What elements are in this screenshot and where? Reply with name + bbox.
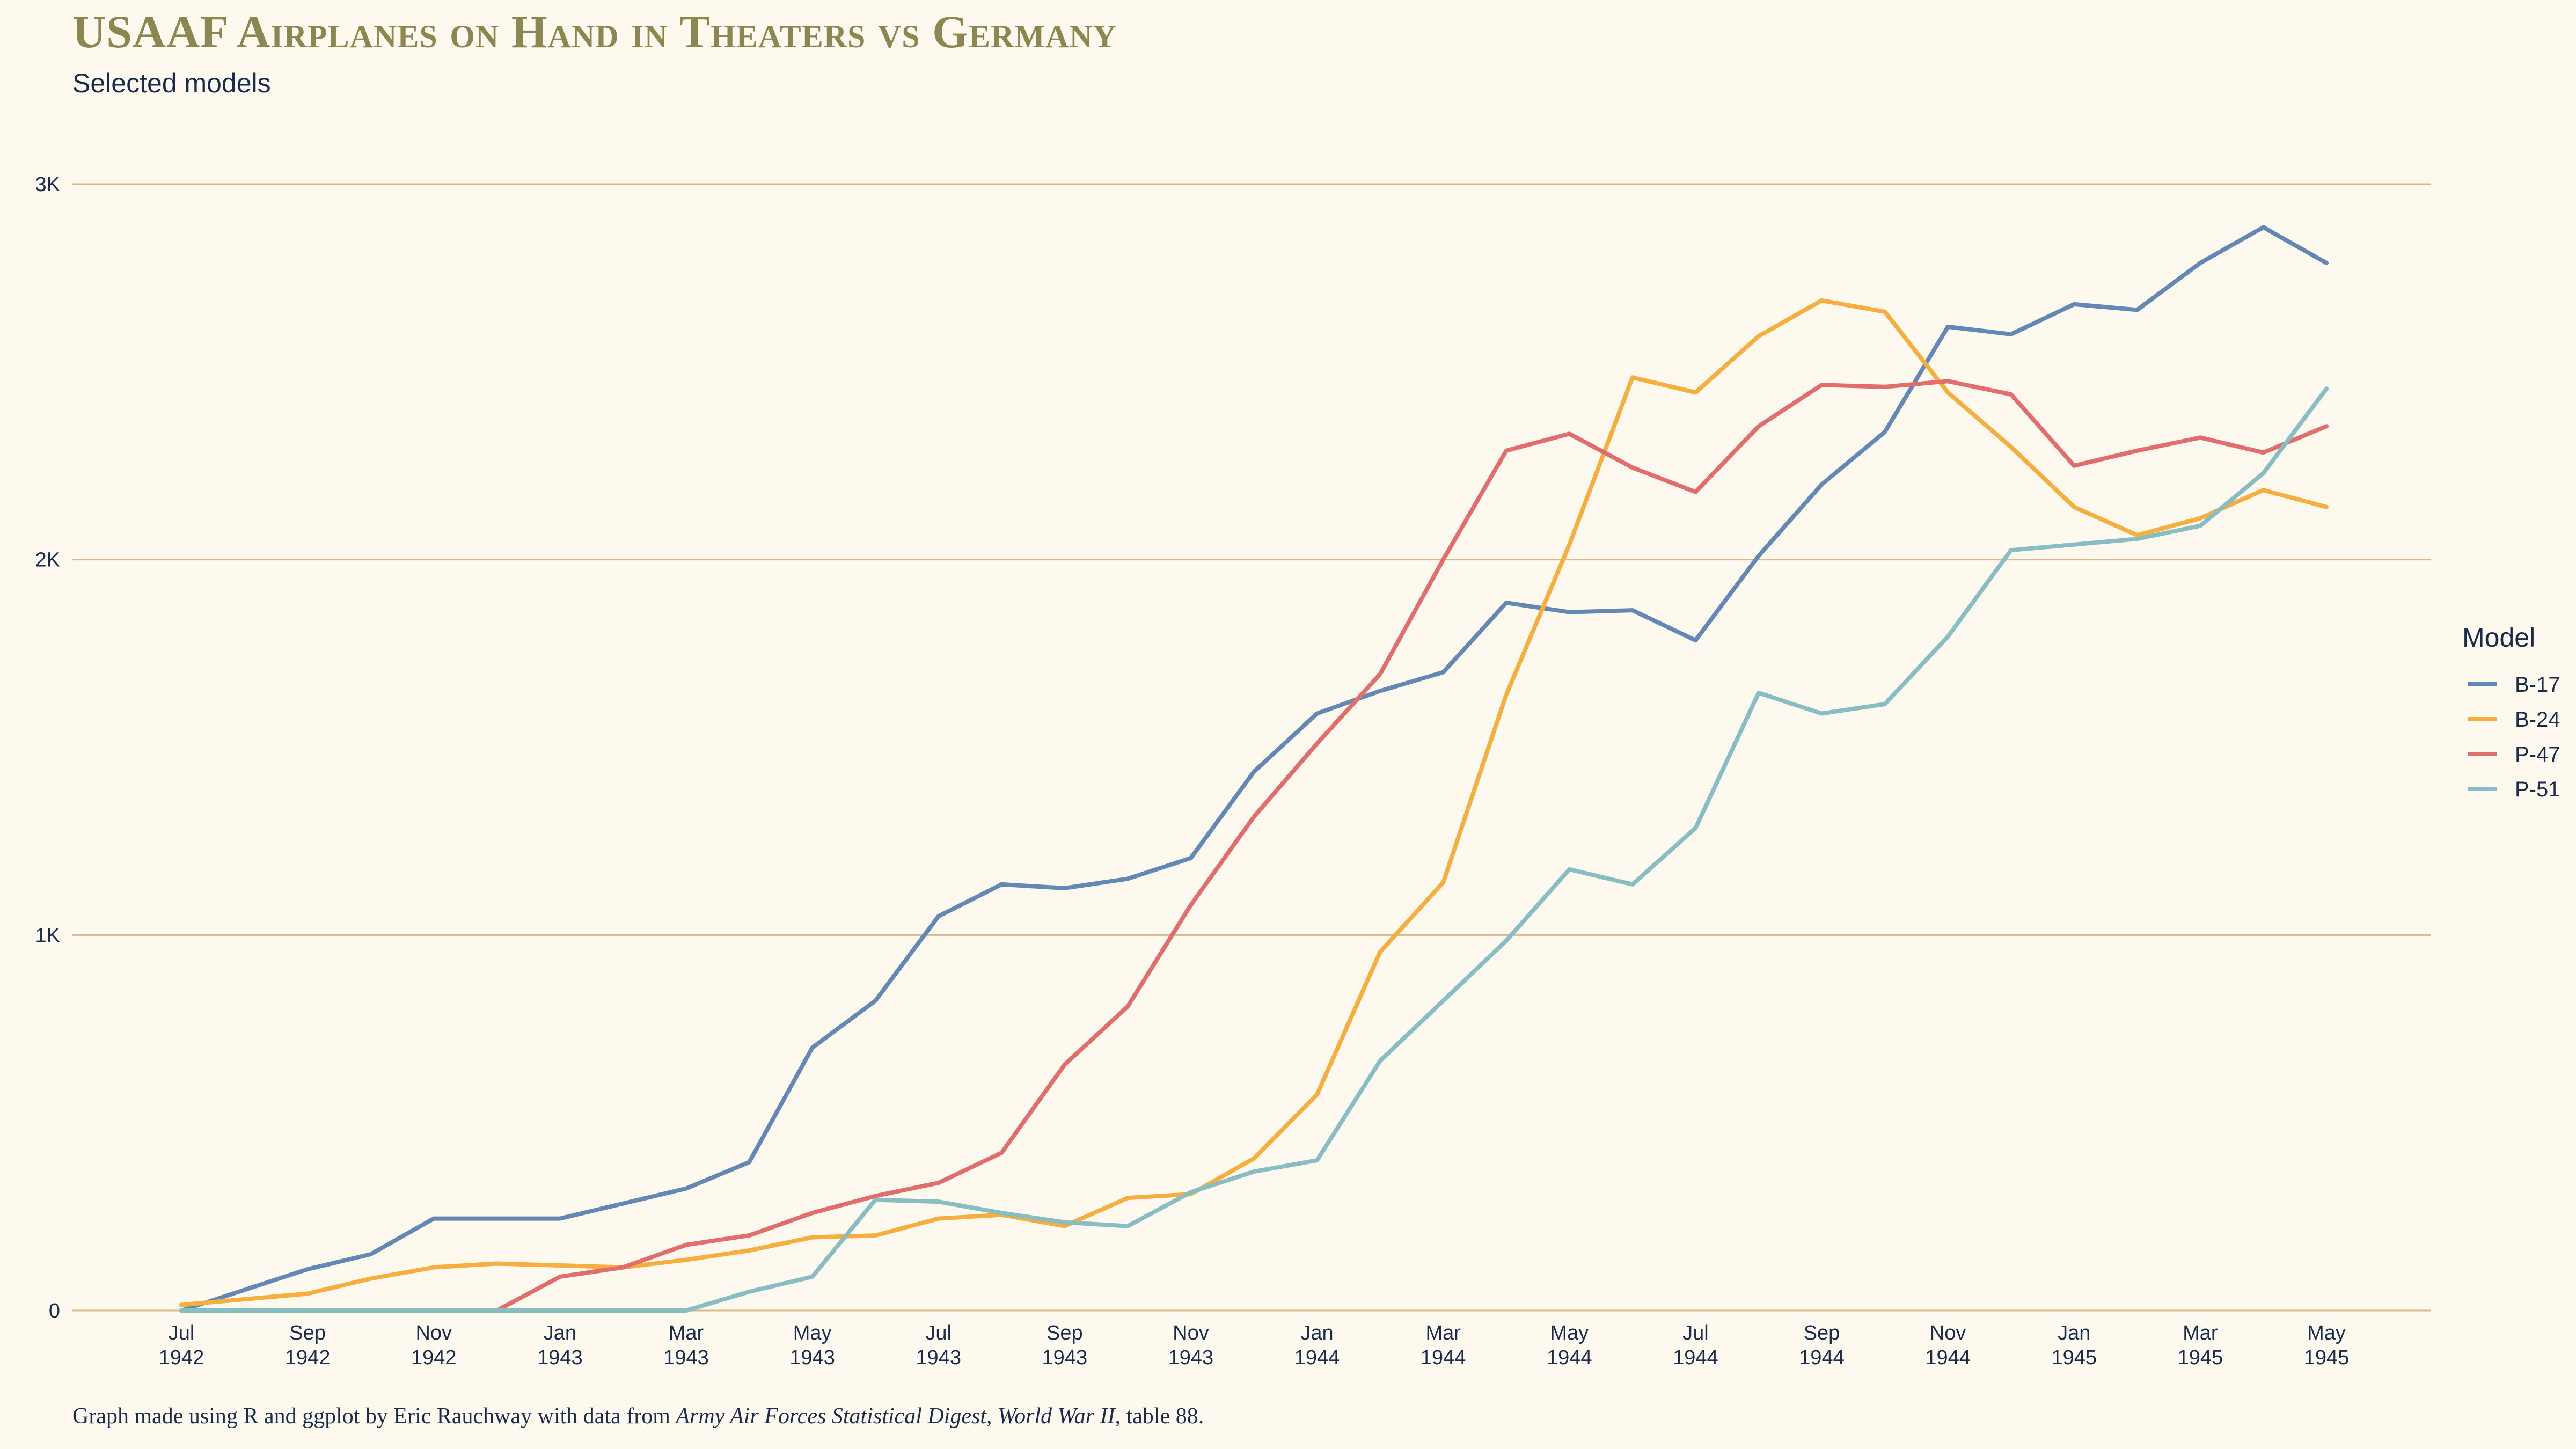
y-tick-label: 3K [35,173,60,196]
y-tick-label: 1K [35,924,60,947]
x-tick-label: Jan 1944 [1294,1322,1340,1369]
y-tick-label: 2K [35,549,60,572]
x-tick-label: Jul 1943 [916,1322,961,1369]
x-tick-label: Jan 1943 [537,1322,583,1369]
legend-label-b-17: B-17 [2515,673,2560,697]
x-tick-label: May 1945 [2304,1322,2350,1369]
caption-prefix: Graph made using R and ggplot by Eric Ra… [72,1404,676,1429]
x-axis-ticks: Jul 1942 Sep 1942 Nov 1942 Jan 1943 Mar 1943 May 19… [159,1322,2350,1369]
chart-subtitle: Selected models [72,68,271,98]
y-axis-ticks: 0 1K 2K 3K [35,173,60,1322]
x-tick-label: Jul 1944 [1673,1322,1718,1369]
x-tick-label: Sep 1944 [1799,1322,1845,1369]
legend-label-p-47: P-47 [2515,743,2560,766]
series-line-b-17 [179,225,2329,1313]
series-lines [179,225,2329,1313]
chart-title: USAAF Airplanes on Hand in Theaters vs G… [72,6,1117,57]
legend-items: B-17 B-24 P-47 P-51 [2468,673,2560,801]
legend-label-b-24: B-24 [2515,708,2560,731]
legend: Model B-17 B-24 P-47 P-51 [2462,623,2560,801]
x-tick-label: Sep 1942 [285,1322,331,1369]
series-line-b-24 [179,298,2329,1307]
y-tick-label: 0 [49,1300,60,1322]
x-tick-label: Mar 1944 [1421,1322,1466,1369]
legend-title: Model [2462,623,2535,653]
x-tick-label: Mar 1943 [663,1322,709,1369]
caption-source: Army Air Forces Statistical Digest, Worl… [674,1404,1116,1429]
caption: Graph made using R and ggplot by Eric Ra… [72,1404,1204,1429]
x-tick-label: Jul 1942 [159,1322,204,1369]
gridlines [72,183,2431,1312]
x-tick-label: May 1944 [1547,1322,1592,1369]
x-tick-label: Nov 1942 [411,1322,457,1369]
caption-suffix: , table 88. [1115,1404,1204,1429]
legend-label-p-51: P-51 [2515,778,2560,801]
x-tick-label: Nov 1943 [1168,1322,1214,1369]
x-tick-label: Sep 1943 [1042,1322,1088,1369]
series-line-p-47 [179,379,2329,1313]
x-tick-label: Mar 1945 [2178,1322,2223,1369]
series-line-p-51 [179,386,2329,1313]
x-tick-label: Nov 1944 [1925,1322,1971,1369]
x-tick-label: May 1943 [789,1322,835,1369]
x-tick-label: Jan 1945 [2051,1322,2097,1369]
